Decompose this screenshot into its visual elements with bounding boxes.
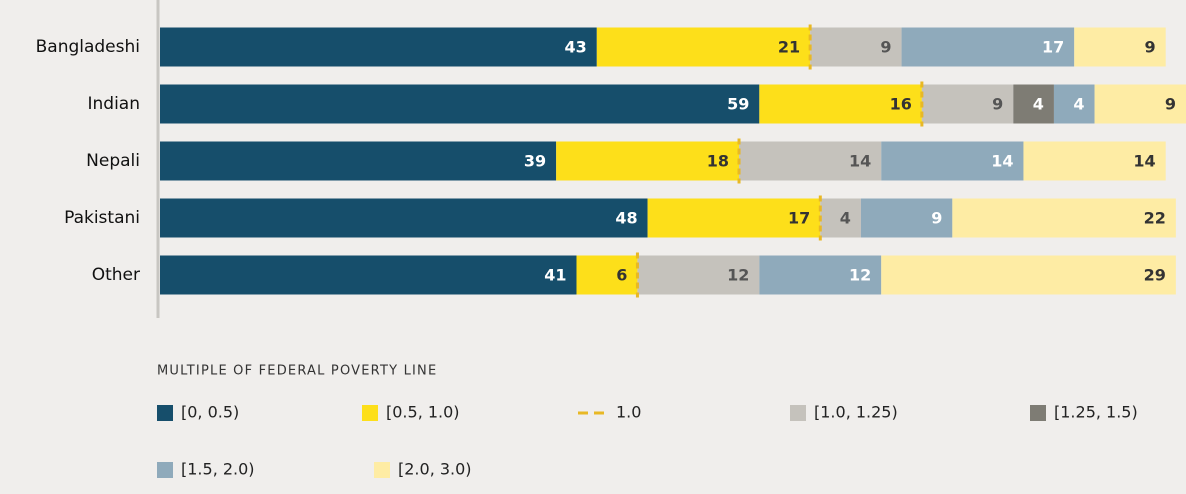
bar-segment bbox=[160, 141, 557, 181]
value-label: 21 bbox=[778, 38, 800, 57]
bar-segment bbox=[739, 141, 882, 181]
value-label: 9 bbox=[931, 209, 942, 228]
bar-segment bbox=[860, 198, 953, 238]
bar-segment bbox=[759, 255, 882, 295]
bar-segment bbox=[647, 198, 821, 238]
bar-segment bbox=[1053, 84, 1095, 124]
value-label: 43 bbox=[565, 38, 587, 57]
bar-segment bbox=[637, 255, 760, 295]
value-label: 59 bbox=[727, 95, 749, 114]
legend-label: 1.0 bbox=[616, 403, 641, 422]
legend-swatch bbox=[374, 462, 390, 478]
legend-swatch bbox=[362, 405, 378, 421]
value-label: 14 bbox=[991, 152, 1013, 171]
bar-segment bbox=[810, 27, 902, 67]
category-label: Nepali bbox=[86, 151, 140, 171]
value-label: 22 bbox=[1144, 209, 1166, 228]
legend-label: [0.5, 1.0) bbox=[386, 403, 460, 422]
value-label: 9 bbox=[992, 95, 1003, 114]
category-label: Bangladeshi bbox=[36, 37, 140, 57]
legend-label: [1.5, 2.0) bbox=[181, 460, 255, 479]
value-label: 9 bbox=[1165, 95, 1176, 114]
legend-label: [0, 0.5) bbox=[181, 403, 239, 422]
value-label: 9 bbox=[1145, 38, 1156, 57]
value-label: 48 bbox=[615, 209, 637, 228]
bar-segment bbox=[556, 141, 740, 181]
value-label: 14 bbox=[1133, 152, 1155, 171]
value-label: 12 bbox=[849, 266, 871, 285]
bar-segment bbox=[1013, 84, 1054, 124]
value-label: 9 bbox=[880, 38, 891, 57]
legend-label: [1.25, 1.5) bbox=[1054, 403, 1138, 422]
bar-segment bbox=[1074, 27, 1166, 67]
value-label: 12 bbox=[727, 266, 749, 285]
value-label: 41 bbox=[544, 266, 566, 285]
value-label: 18 bbox=[707, 152, 729, 171]
bar-segment bbox=[881, 255, 1176, 295]
legend-swatch bbox=[790, 405, 806, 421]
bar-segment bbox=[160, 198, 648, 238]
value-label: 17 bbox=[1042, 38, 1064, 57]
category-label: Pakistani bbox=[64, 208, 140, 228]
bar-segment bbox=[576, 255, 638, 295]
legend-swatch bbox=[1030, 405, 1046, 421]
value-label: 29 bbox=[1144, 266, 1166, 285]
bar-segment bbox=[921, 84, 1014, 124]
legend-swatch bbox=[157, 462, 173, 478]
bar-segment bbox=[759, 84, 922, 124]
legend-swatch bbox=[157, 405, 173, 421]
value-label: 4 bbox=[840, 209, 851, 228]
value-label: 39 bbox=[524, 152, 546, 171]
bar-segment bbox=[1023, 141, 1166, 181]
bar-segment bbox=[596, 27, 811, 67]
legend-label: [2.0, 3.0) bbox=[398, 460, 472, 479]
bar-segment bbox=[160, 84, 760, 124]
value-label: 14 bbox=[849, 152, 871, 171]
legend-title: MULTIPLE OF FEDERAL POVERTY LINE bbox=[157, 364, 437, 379]
category-label: Other bbox=[92, 265, 140, 285]
bar-segment bbox=[881, 141, 1024, 181]
value-label: 16 bbox=[890, 95, 912, 114]
bar-segment bbox=[1094, 84, 1186, 124]
category-label: Indian bbox=[88, 94, 141, 114]
bar-segment bbox=[160, 255, 577, 295]
legend-label: [1.0, 1.25) bbox=[814, 403, 898, 422]
bar-segment bbox=[952, 198, 1176, 238]
bar-segment bbox=[160, 27, 597, 67]
value-label: 17 bbox=[788, 209, 810, 228]
bar-segment bbox=[901, 27, 1075, 67]
value-label: 6 bbox=[616, 266, 627, 285]
value-label: 4 bbox=[1073, 95, 1084, 114]
bar-segment bbox=[820, 198, 861, 238]
value-label: 4 bbox=[1033, 95, 1044, 114]
